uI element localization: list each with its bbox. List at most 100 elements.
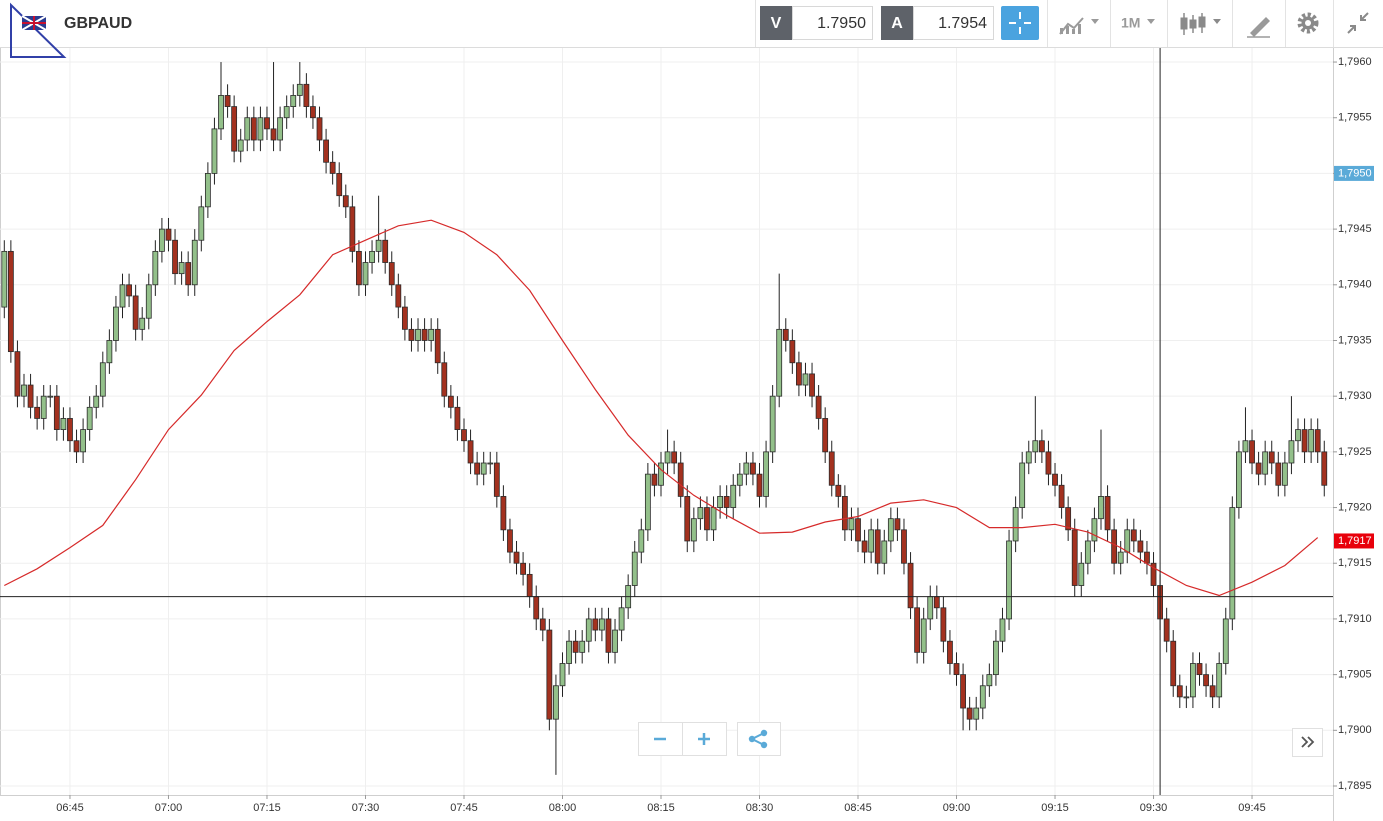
collapse-button[interactable] (1347, 12, 1369, 34)
candle (1137, 529, 1144, 564)
candle (159, 217, 165, 263)
candle (204, 162, 211, 218)
candle (598, 607, 605, 642)
candle (828, 440, 835, 497)
share-button[interactable] (737, 722, 781, 756)
candle-body (1137, 540, 1144, 553)
candle (329, 151, 336, 185)
candle-body (106, 340, 113, 364)
candle (1058, 474, 1065, 519)
candle-body (789, 340, 796, 364)
candle-body (336, 173, 343, 197)
candle (14, 340, 21, 408)
candle (40, 385, 47, 430)
candle (1176, 674, 1183, 709)
candle-body (736, 473, 743, 486)
candle-body (1255, 462, 1262, 475)
candle (592, 607, 599, 642)
candle-body (631, 551, 638, 586)
crosshair-button[interactable] (1001, 6, 1039, 40)
candle-body (769, 395, 776, 453)
candle (1314, 418, 1321, 464)
candle (244, 106, 251, 152)
y-tick-label: 1,7935 (1338, 334, 1372, 346)
timeframe[interactable]: 1M (1121, 15, 1140, 31)
zoom-out-button[interactable] (638, 722, 683, 756)
candle (520, 552, 526, 586)
candle-body (756, 473, 763, 497)
candle (1229, 496, 1236, 631)
candle-body (513, 551, 520, 564)
candle (1071, 518, 1078, 597)
candle (1288, 396, 1295, 475)
x-tick-label: 07:45 (450, 802, 478, 814)
candle-body (605, 618, 612, 653)
candle (1262, 440, 1269, 486)
candle (684, 485, 691, 553)
candle-body (704, 507, 710, 531)
candle-body (270, 128, 277, 141)
candle-body (953, 663, 960, 676)
flag-icon (21, 15, 47, 31)
candle (822, 407, 829, 464)
candle-body (244, 117, 251, 141)
candle-body (447, 395, 454, 408)
candle (342, 184, 349, 218)
candle-type-button[interactable] (1180, 13, 1221, 35)
candle-body (947, 640, 953, 664)
candle-body (428, 328, 435, 341)
scroll-end-button[interactable] (1292, 728, 1323, 757)
candle-body (132, 295, 139, 330)
candle (1235, 440, 1242, 519)
settings-button[interactable] (1297, 12, 1319, 34)
candle-body (592, 618, 599, 631)
candle-body (927, 596, 934, 620)
candle-body (388, 262, 395, 286)
candle-body (356, 250, 362, 286)
draw-button[interactable] (1247, 17, 1270, 38)
timeframe-button[interactable]: 1M (1121, 15, 1155, 31)
candle-body (93, 395, 100, 408)
candle (1012, 496, 1019, 553)
candle (546, 618, 553, 731)
y-tick-label: 1,7945 (1338, 223, 1372, 235)
candles (1, 62, 1328, 775)
x-tick-label: 07:15 (253, 802, 281, 814)
candle-body (841, 496, 848, 531)
candle-body (1288, 440, 1295, 464)
x-tick-label: 09:45 (1238, 802, 1266, 814)
candle (605, 607, 612, 664)
candle (1222, 607, 1229, 675)
candle (106, 329, 113, 374)
candle-body (1314, 429, 1321, 453)
candle-body (1209, 685, 1216, 698)
ask-box (913, 6, 994, 40)
candle (1301, 418, 1308, 464)
zoom-in-button[interactable] (682, 722, 727, 756)
candle (224, 84, 231, 118)
candle (513, 540, 520, 575)
candle (664, 429, 671, 475)
candle-body (487, 462, 494, 465)
price-tag-label: 1,7950 (1338, 167, 1372, 179)
candle-body (369, 250, 375, 263)
candle (349, 195, 356, 263)
candle-body (401, 306, 408, 330)
candle (86, 396, 93, 441)
candle (1117, 540, 1124, 575)
candle-body (27, 384, 34, 408)
candle-body (237, 139, 244, 152)
candle-body (1038, 440, 1045, 453)
candle (651, 463, 658, 497)
candle (1255, 451, 1262, 486)
symbol: GBPAUD (64, 15, 132, 32)
candle-body (855, 518, 861, 542)
candle (80, 418, 87, 464)
candle-body (782, 328, 789, 341)
candle-body (480, 462, 487, 475)
chart-type-button[interactable] (1059, 17, 1099, 35)
candle-body (572, 640, 579, 653)
candle-body (500, 496, 507, 531)
candle-body (1117, 551, 1124, 564)
candle (34, 396, 41, 430)
